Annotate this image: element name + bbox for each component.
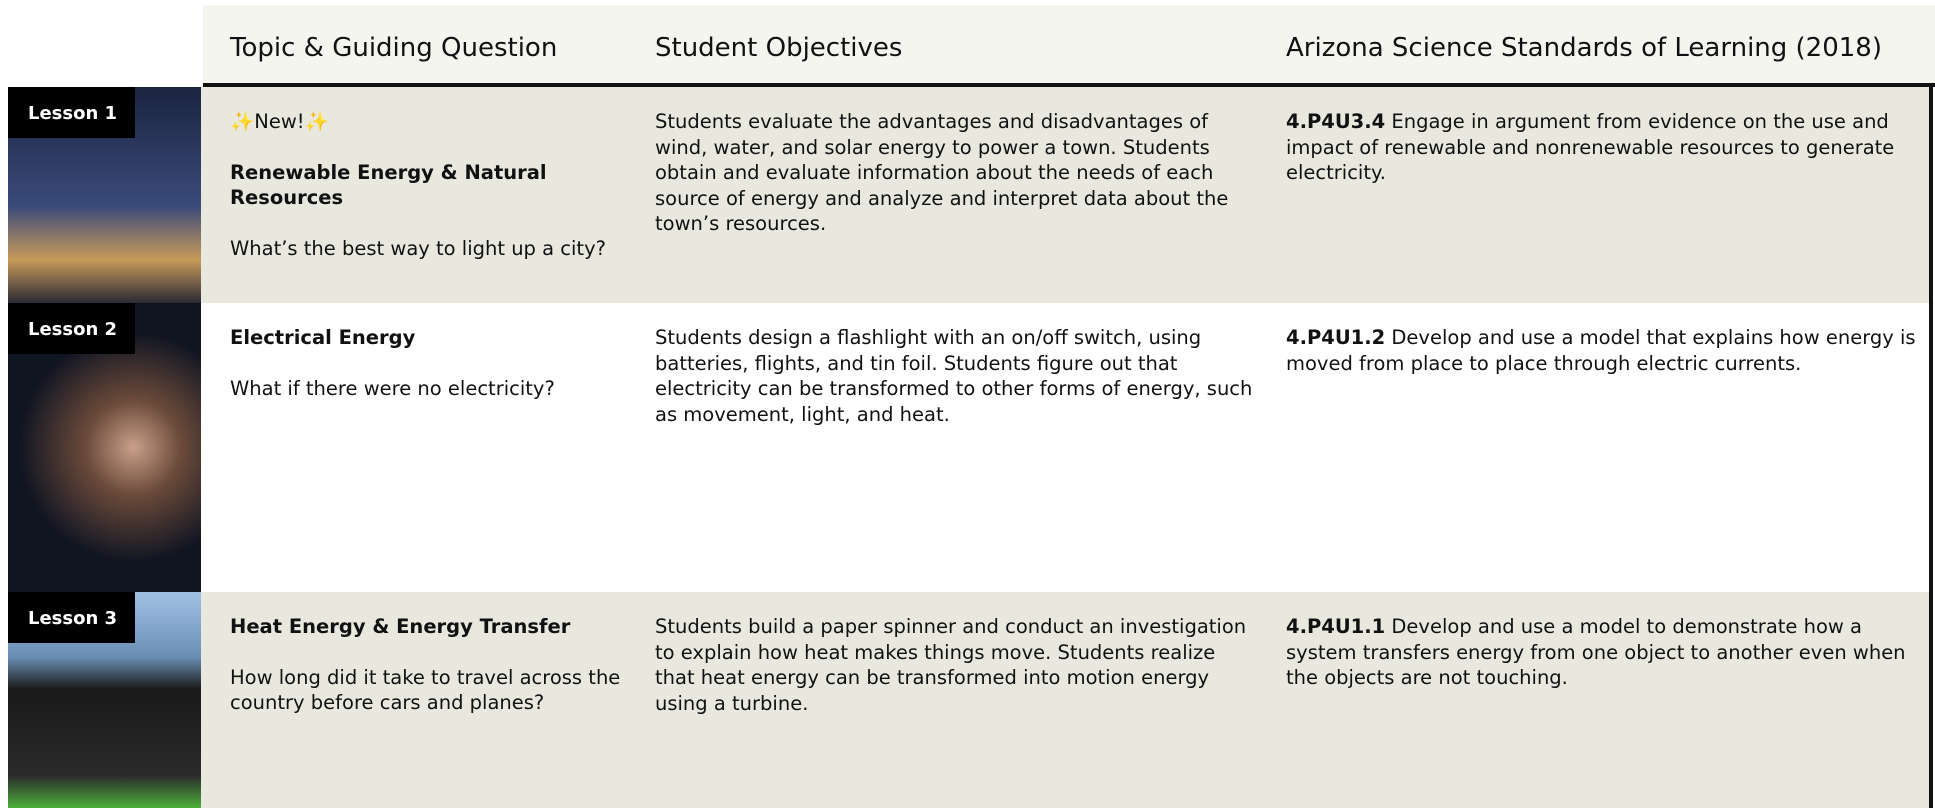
standard-cell: 4.P4U3.4 Engage in argument from evidenc… bbox=[1286, 109, 1916, 186]
standard-code: 4.P4U1.2 bbox=[1286, 326, 1386, 349]
guiding-question: How long did it take to travel across th… bbox=[230, 665, 621, 715]
topic-title: Electrical Energy bbox=[230, 326, 416, 349]
lesson-table: Lesson 1 ✨New!✨ Renewable Energy & Natural… bbox=[8, 87, 1933, 808]
lesson-tag: Lesson 3 bbox=[8, 592, 136, 643]
lesson-tag: Lesson 1 bbox=[8, 87, 136, 138]
table-header: Topic & Guiding Question Student Objecti… bbox=[203, 5, 1935, 87]
standard-code: 4.P4U3.4 bbox=[1286, 110, 1386, 133]
objectives: Students evaluate the advantages and dis… bbox=[655, 110, 1229, 235]
standard-text: Develop and use a model to demonstrate h… bbox=[1286, 615, 1906, 689]
lesson-row: Lesson 3 Heat Energy & Energy Transfer How… bbox=[8, 592, 1929, 808]
column-header: Arizona Science Standards of Learning (2… bbox=[1286, 33, 1882, 63]
topic-cell: Heat Energy & Energy Transfer How long di… bbox=[230, 614, 630, 741]
lesson-tag: Lesson 2 bbox=[8, 303, 136, 354]
lesson-row: Lesson 1 ✨New!✨ Renewable Energy & Natural… bbox=[8, 87, 1929, 303]
guiding-question: What if there were no electricity? bbox=[230, 376, 555, 400]
standard-cell: 4.P4U1.2 Develop and use a model that ex… bbox=[1286, 325, 1916, 376]
standard-text: Engage in argument from evidence on the … bbox=[1286, 110, 1895, 184]
guiding-question: What’s the best way to light up a city? bbox=[230, 236, 606, 260]
column-header: Student Objectives bbox=[655, 33, 903, 63]
objectives: Students design a flashlight with an on/… bbox=[655, 326, 1253, 426]
objectives: Students build a paper spinner and condu… bbox=[655, 615, 1247, 715]
standard-code: 4.P4U1.1 bbox=[1286, 615, 1386, 638]
standard-text: Develop and use a model that explains ho… bbox=[1286, 326, 1916, 375]
topic-cell: Electrical Energy What if there were no e… bbox=[230, 325, 630, 426]
standard-cell: 4.P4U1.1 Develop and use a model to demo… bbox=[1286, 614, 1916, 691]
lesson-row: Lesson 2 Electrical Energy What if there w… bbox=[8, 303, 1929, 592]
topic-title: Renewable Energy & Natural Resources bbox=[230, 160, 547, 210]
topic-title: Heat Energy & Energy Transfer bbox=[230, 615, 571, 638]
topic-cell: ✨New!✨ Renewable Energy & Natural Resourc… bbox=[230, 109, 630, 286]
new-badge: ✨New!✨ bbox=[230, 110, 329, 133]
column-header: Topic & Guiding Question bbox=[230, 33, 558, 63]
